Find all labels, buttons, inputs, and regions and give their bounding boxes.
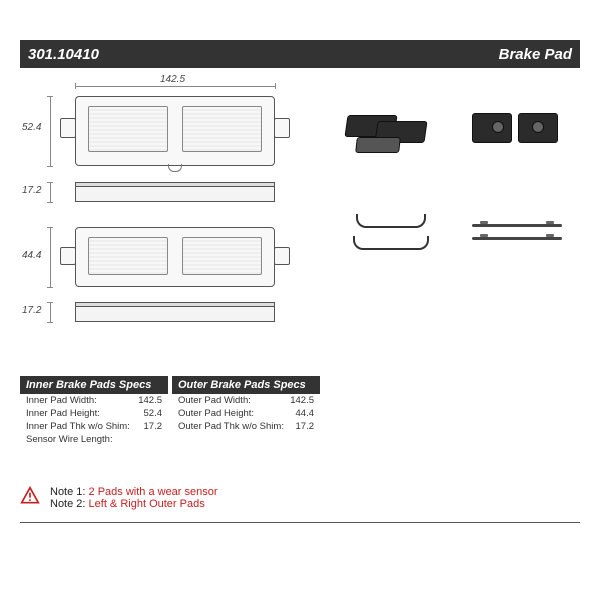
product-title: Brake Pad xyxy=(499,46,572,63)
thumb-pad-set-1 xyxy=(336,97,446,167)
product-thumbnails xyxy=(328,72,580,446)
dim-inner-height: 52.4 xyxy=(22,122,41,133)
thumb-hardware-clips xyxy=(336,197,446,267)
table-row: Inner Pad Width:142.5 xyxy=(20,394,168,407)
note-1: Note 1: 2 Pads with a wear sensor xyxy=(50,486,218,498)
table-row: Sensor Wire Length: xyxy=(20,433,168,446)
left-column: 142.5 52.4 17.2 xyxy=(20,72,320,446)
thumb-pad-set-2 xyxy=(462,97,572,167)
table-row: Outer Pad Thk w/o Shim:17.2 xyxy=(172,420,320,433)
thumb-row-1 xyxy=(328,92,580,172)
table-row: Outer Pad Height:44.4 xyxy=(172,407,320,420)
dim-top-width: 142.5 xyxy=(160,74,185,85)
inner-spec-table: Inner Brake Pads Specs Inner Pad Width:1… xyxy=(20,376,168,446)
dim-inner-thk: 17.2 xyxy=(22,185,41,196)
technical-diagram: 142.5 52.4 17.2 xyxy=(20,72,320,372)
note-2: Note 2: Left & Right Outer Pads xyxy=(50,498,218,510)
spec-tables: Inner Brake Pads Specs Inner Pad Width:1… xyxy=(20,376,320,446)
part-number: 301.10410 xyxy=(28,46,99,63)
main-content: 142.5 52.4 17.2 xyxy=(20,72,580,446)
dim-outer-height: 44.4 xyxy=(22,250,41,261)
bottom-divider xyxy=(20,522,580,523)
table-row: Inner Pad Height:52.4 xyxy=(20,407,168,420)
notes-section: Note 1: 2 Pads with a wear sensor Note 2… xyxy=(20,486,580,510)
warning-icon xyxy=(20,486,40,509)
table-row: Inner Pad Thk w/o Shim:17.2 xyxy=(20,420,168,433)
thumb-hardware-springs xyxy=(462,197,572,267)
outer-spec-header: Outer Brake Pads Specs xyxy=(172,376,320,394)
inner-spec-header: Inner Brake Pads Specs xyxy=(20,376,168,394)
outer-spec-table: Outer Brake Pads Specs Outer Pad Width:1… xyxy=(172,376,320,446)
header-bar: 301.10410 Brake Pad xyxy=(20,40,580,68)
notes-text: Note 1: 2 Pads with a wear sensor Note 2… xyxy=(50,486,218,510)
table-row: Outer Pad Width:142.5 xyxy=(172,394,320,407)
thumb-row-2 xyxy=(328,192,580,272)
dim-outer-thk: 17.2 xyxy=(22,305,41,316)
